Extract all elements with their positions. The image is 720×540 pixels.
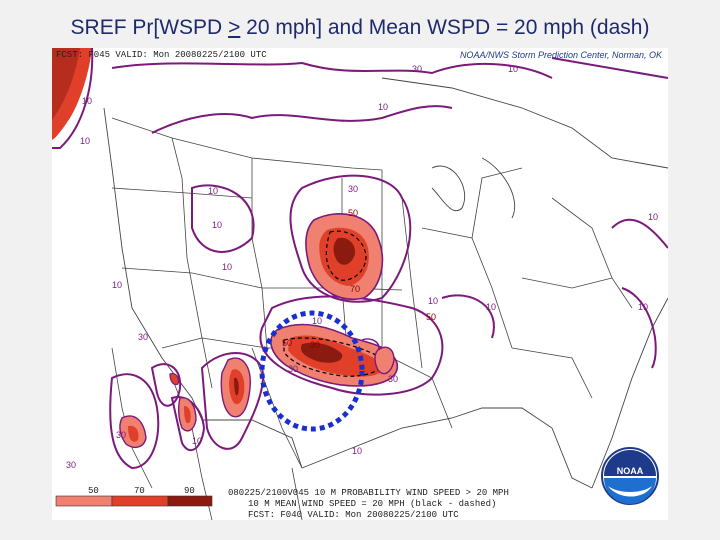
contour-label: 50 (426, 312, 436, 322)
contour-label: 50 (348, 208, 358, 218)
contour-label: 10 (112, 280, 122, 290)
legend-label: 90 (184, 486, 195, 496)
prob-region-east (374, 346, 395, 375)
title-prefix: SREF Pr[WSPD (70, 16, 229, 39)
contour-label: 10 (428, 296, 438, 306)
contour-label: 10 (208, 186, 218, 196)
map-footer-line2: 10 M MEAN WIND SPEED = 20 MPH (black - d… (248, 499, 497, 509)
contour-label: 30 (388, 374, 398, 384)
noaa-logo: NOAA (601, 447, 659, 505)
legend (55, 495, 213, 507)
contour-label: 10 (648, 212, 658, 222)
contour-label: 30 (288, 364, 298, 374)
slide-title: SREF Pr[WSPD > 20 mph] and Mean WSPD = 2… (0, 16, 720, 40)
map-header-right: NOAA/NWS Storm Prediction Center, Norman… (459, 50, 662, 60)
title-suffix: 20 mph] and Mean WSPD = 20 mph (dash) (240, 16, 650, 39)
forecast-map: 10 10 30 10 10 10 10 30 50 70 10 30 50 1… (52, 48, 668, 520)
map-header-left: FCST: F045 VALID: Mon 20080225/2100 UTC (56, 50, 267, 60)
title-operator: > (228, 16, 241, 39)
map-graphic: 10 10 30 10 10 10 10 30 50 70 10 30 50 1… (52, 48, 668, 520)
contour-label: 10 (638, 302, 648, 312)
highlight-circle (259, 310, 365, 432)
contour-label: 10 (222, 262, 232, 272)
prob-region-central-plains (305, 213, 384, 300)
legend-label: 50 (88, 486, 99, 496)
contour-label: 10 (378, 102, 388, 112)
contour-label: 30 (310, 340, 320, 350)
logo-text: NOAA (617, 466, 644, 476)
state-borders (111, 117, 633, 469)
prob-region-southwest (220, 357, 251, 418)
prob-region-mexico (119, 373, 197, 449)
contour-label: 30 (348, 184, 358, 194)
contour-label: 10 (80, 136, 90, 146)
legend-label: 70 (134, 486, 145, 496)
contour-label: 70 (350, 284, 360, 294)
contour-label: 30 (116, 430, 126, 440)
map-footer-line1: 080225/2100V045 10 M PROBABILITY WIND SP… (228, 488, 509, 498)
map-footer-line3: FCST: F040 VALID: Mon 20080225/2100 UTC (248, 510, 459, 520)
contour-label: 30 (66, 460, 76, 470)
contour-label: 10 (312, 316, 322, 326)
contour-label: 10 (352, 446, 362, 456)
coastlines (103, 77, 668, 489)
contour-label: 50 (282, 338, 292, 348)
contour-label: 30 (412, 64, 422, 74)
contour-label: 10 (212, 220, 222, 230)
contour-label: 30 (138, 332, 148, 342)
contour-label: 10 (508, 64, 518, 74)
prob-region-southern-plains (270, 323, 398, 387)
contour-label: 10 (192, 436, 202, 446)
contour-label: 10 (486, 302, 496, 312)
contour-label: 10 (82, 96, 92, 106)
